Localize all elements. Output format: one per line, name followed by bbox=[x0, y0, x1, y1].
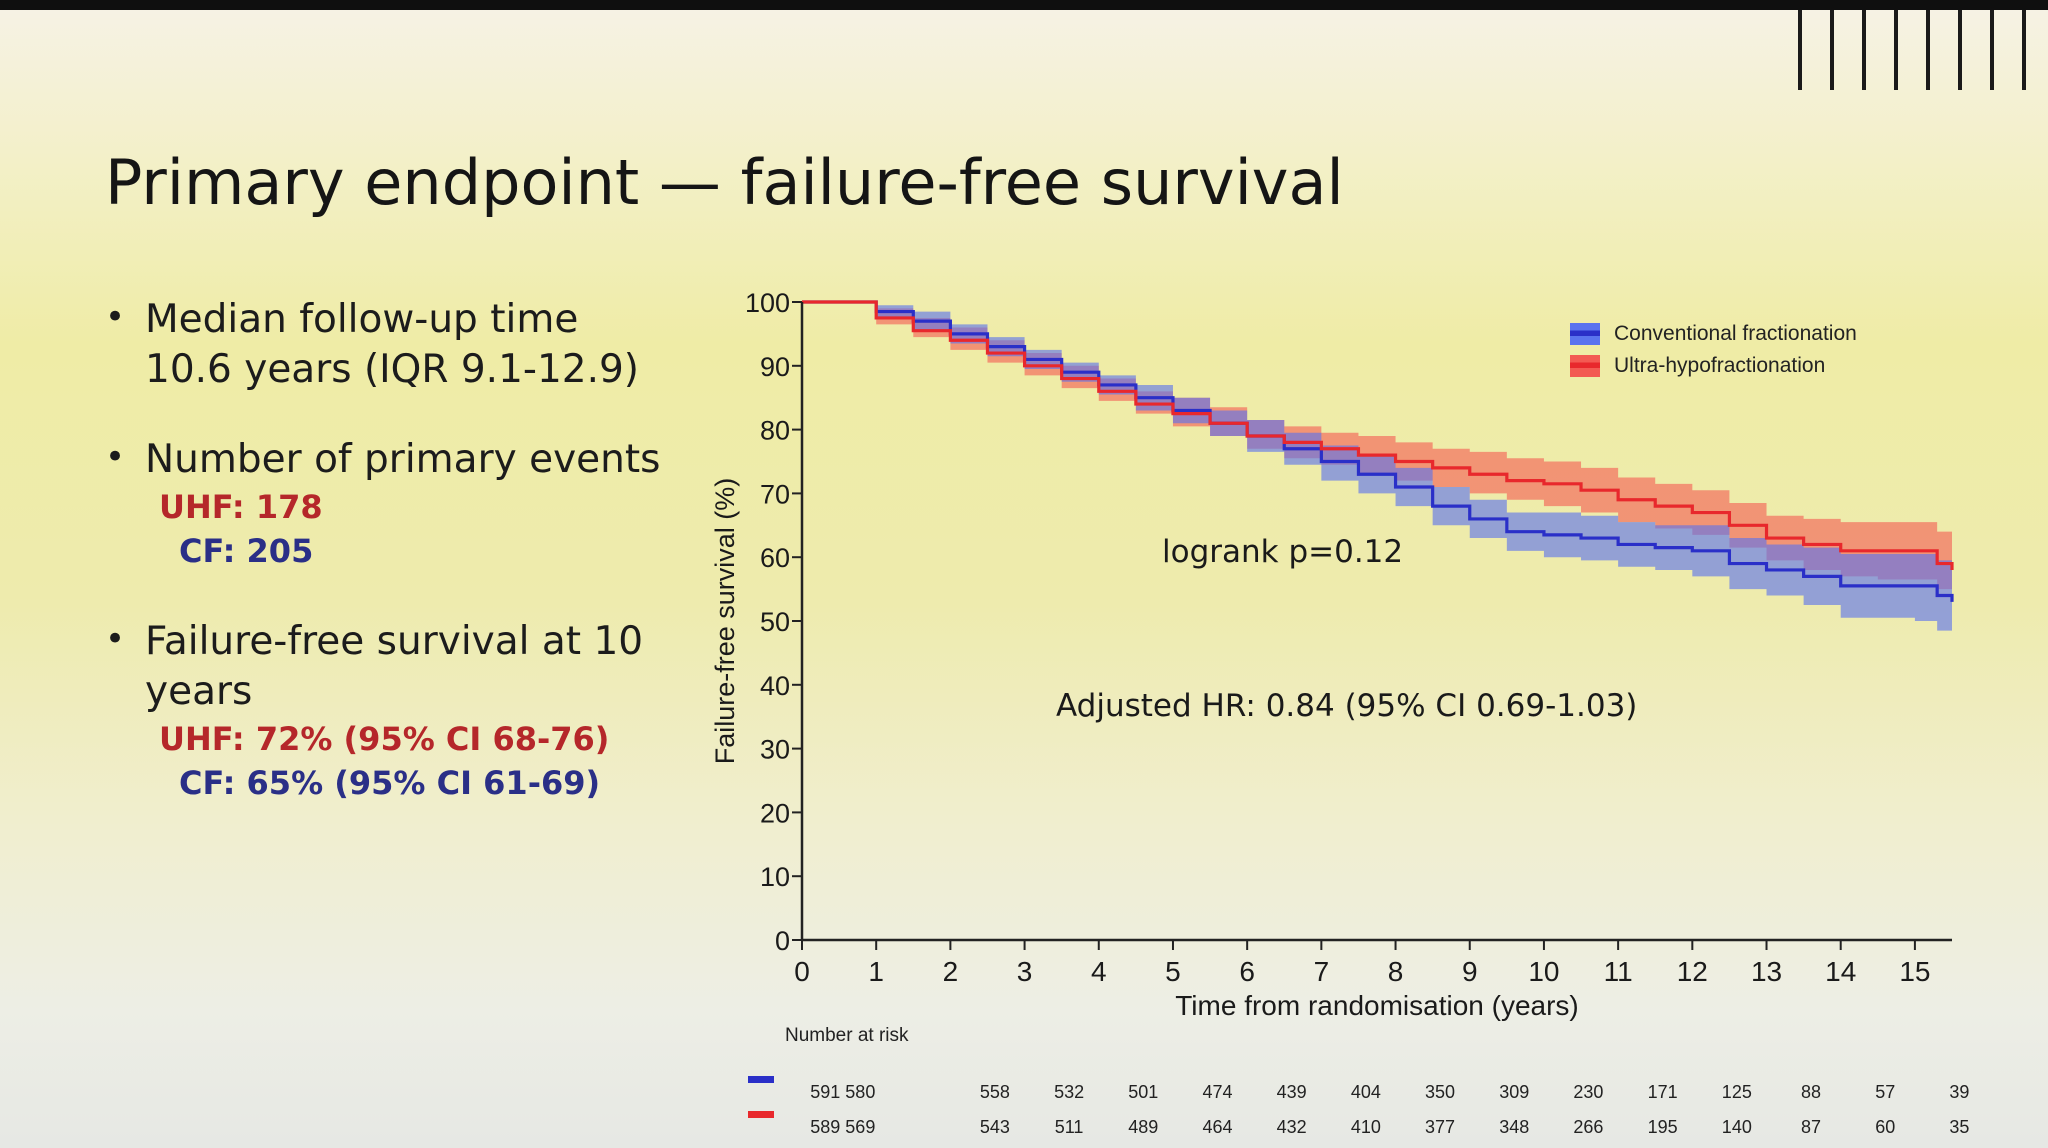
risk-value-cf: 404 bbox=[1350, 1082, 1381, 1102]
bullet-dot: • bbox=[105, 437, 126, 477]
y-tick-label: 80 bbox=[760, 416, 790, 446]
y-tick-label: 30 bbox=[760, 735, 790, 765]
x-tick-label: 5 bbox=[1165, 956, 1181, 987]
hazard-ratio-annotation: Adjusted HR: 0.84 (95% CI 0.69-1.03) bbox=[1056, 688, 1638, 724]
y-tick-label: 0 bbox=[775, 926, 790, 956]
uhf-events: UHF: 178 bbox=[159, 488, 323, 526]
risk-value-cf: 88 bbox=[1801, 1082, 1822, 1102]
risk-value-uhf: 140 bbox=[1721, 1117, 1752, 1137]
risk-value-uhf: 35 bbox=[1949, 1117, 1970, 1137]
decorative-stripes bbox=[1798, 10, 2026, 90]
risk-value-cf: 501 bbox=[1128, 1082, 1159, 1102]
bullet-ffs-10y: • Failure-free survival at 10 years UHF:… bbox=[105, 617, 725, 805]
y-tick-label: 20 bbox=[760, 798, 790, 828]
risk-value-uhf: 589 569 bbox=[810, 1117, 876, 1137]
x-tick-label: 10 bbox=[1528, 956, 1559, 987]
risk-value-cf: 474 bbox=[1202, 1082, 1233, 1102]
ci-band-cf bbox=[802, 302, 1952, 637]
risk-value-uhf: 195 bbox=[1647, 1117, 1678, 1137]
x-tick-label: 2 bbox=[943, 956, 959, 987]
top-border bbox=[0, 0, 2048, 10]
risk-value-cf: 171 bbox=[1647, 1082, 1678, 1102]
x-axis-label: Time from randomisation (years) bbox=[1175, 990, 1579, 1021]
x-tick-label: 12 bbox=[1677, 956, 1708, 987]
series-line-uhf bbox=[802, 300, 1954, 570]
x-tick-label: 4 bbox=[1091, 956, 1107, 987]
risk-value-cf: 230 bbox=[1573, 1082, 1604, 1102]
x-tick-label: 11 bbox=[1604, 956, 1633, 987]
slide-title: Primary endpoint — failure-free survival bbox=[105, 146, 1344, 219]
x-tick-label: 8 bbox=[1388, 956, 1404, 987]
y-tick-label: 100 bbox=[745, 288, 790, 318]
risk-value-uhf: 266 bbox=[1573, 1117, 1604, 1137]
y-tick-label: 10 bbox=[760, 862, 790, 892]
risk-value-cf: 439 bbox=[1276, 1082, 1307, 1102]
risk-value-cf: 57 bbox=[1875, 1082, 1896, 1102]
bullet-text-line: Number of primary events bbox=[145, 437, 661, 482]
risk-value-uhf: 348 bbox=[1499, 1117, 1530, 1137]
risk-value-cf: 350 bbox=[1425, 1082, 1456, 1102]
risk-value-uhf: 377 bbox=[1425, 1117, 1456, 1137]
legend-swatch-cf bbox=[1570, 323, 1600, 345]
risk-value-uhf: 543 bbox=[979, 1117, 1010, 1137]
x-tick-label: 14 bbox=[1825, 956, 1856, 987]
risk-value-uhf: 489 bbox=[1128, 1117, 1159, 1137]
chart-legend: Conventional fractionation Ultra-hypofra… bbox=[1570, 318, 1857, 382]
y-tick-label: 90 bbox=[760, 352, 790, 382]
bullet-primary-events: • Number of primary events UHF: 178 CF: … bbox=[105, 435, 725, 573]
x-tick-label: 9 bbox=[1462, 956, 1478, 987]
legend-label-cf: Conventional fractionation bbox=[1614, 322, 1857, 345]
risk-value-cf: 309 bbox=[1499, 1082, 1530, 1102]
cf-ffs: CF: 65% (95% CI 61-69) bbox=[179, 764, 601, 802]
risk-value-uhf: 87 bbox=[1801, 1117, 1822, 1137]
x-tick-label: 0 bbox=[794, 956, 810, 987]
x-tick-label: 3 bbox=[1017, 956, 1033, 987]
legend-swatch-uhf bbox=[1570, 355, 1600, 377]
bullet-text-line: years bbox=[145, 669, 253, 714]
risk-value-cf: 125 bbox=[1721, 1082, 1752, 1102]
risk-value-cf: 39 bbox=[1949, 1082, 1970, 1102]
risk-value-uhf: 432 bbox=[1276, 1117, 1307, 1137]
risk-value-cf: 591 580 bbox=[810, 1082, 876, 1102]
x-tick-label: 6 bbox=[1239, 956, 1255, 987]
risk-value-uhf: 410 bbox=[1350, 1117, 1381, 1137]
risk-marker-cf bbox=[748, 1076, 774, 1083]
legend-item-cf: Conventional fractionation bbox=[1570, 318, 1857, 350]
uhf-ffs: UHF: 72% (95% CI 68-76) bbox=[159, 720, 610, 758]
y-axis-label: Failure-free survival (%) bbox=[710, 478, 740, 765]
risk-value-cf: 532 bbox=[1054, 1082, 1085, 1102]
x-tick-label: 1 bbox=[868, 956, 884, 987]
x-tick-label: 13 bbox=[1751, 956, 1782, 987]
risk-value-uhf: 464 bbox=[1202, 1117, 1233, 1137]
x-tick-label: 15 bbox=[1899, 956, 1930, 987]
risk-value-uhf: 60 bbox=[1875, 1117, 1896, 1137]
risk-value-uhf: 511 bbox=[1054, 1117, 1084, 1137]
y-tick-label: 60 bbox=[760, 543, 790, 573]
y-tick-label: 50 bbox=[760, 607, 790, 637]
legend-item-uhf: Ultra-hypofractionation bbox=[1570, 350, 1857, 382]
cf-events: CF: 205 bbox=[179, 532, 314, 570]
risk-marker-uhf bbox=[748, 1111, 774, 1118]
bullet-text-line: Median follow-up time bbox=[145, 297, 579, 342]
series-line-cf bbox=[802, 300, 1954, 602]
bullet-dot: • bbox=[105, 297, 126, 337]
bullet-follow-up: • Median follow-up time 10.6 years (IQR … bbox=[105, 295, 725, 395]
bullet-dot: • bbox=[105, 619, 126, 659]
risk-table-title: Number at risk bbox=[785, 1025, 909, 1046]
bullet-list: • Median follow-up time 10.6 years (IQR … bbox=[105, 295, 725, 845]
x-tick-label: 7 bbox=[1314, 956, 1330, 987]
risk-value-cf: 558 bbox=[979, 1082, 1010, 1102]
bullet-text-line: 10.6 years (IQR 9.1-12.9) bbox=[145, 347, 640, 392]
y-tick-label: 70 bbox=[760, 479, 790, 509]
legend-label-uhf: Ultra-hypofractionation bbox=[1614, 354, 1826, 377]
logrank-annotation: logrank p=0.12 bbox=[1162, 534, 1404, 570]
y-tick-label: 40 bbox=[760, 671, 790, 701]
bullet-text-line: Failure-free survival at 10 bbox=[145, 619, 644, 664]
